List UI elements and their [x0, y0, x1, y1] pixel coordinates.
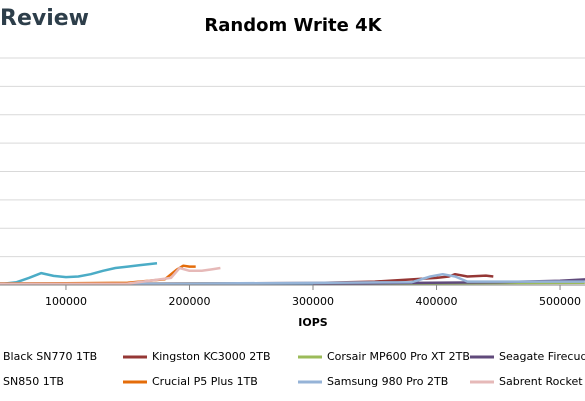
series-line	[0, 266, 221, 286]
series-line	[0, 261, 158, 285]
plot-area	[0, 261, 585, 286]
x-tick-label: 300000	[292, 295, 334, 308]
legend-label: SN850 1TB	[3, 375, 64, 388]
x-tick-label: 200000	[168, 295, 210, 308]
x-tick-label: 400000	[416, 295, 458, 308]
legend-label: Sabrent Rocket 4	[499, 375, 585, 388]
chart-title: Random Write 4K	[204, 15, 382, 36]
x-axis-label: IOPS	[298, 316, 328, 329]
series-line	[0, 272, 585, 286]
legend-label: Seagate Firecud	[499, 350, 585, 363]
legend-label: Kingston KC3000 2TB	[152, 350, 271, 363]
x-tick-label: 500000	[539, 295, 581, 308]
logo: Review	[0, 6, 89, 31]
x-tick-label: 100000	[45, 295, 87, 308]
legend-label: Corsair MP600 Pro XT 2TB	[327, 350, 470, 363]
legend-label: Crucial P5 Plus 1TB	[152, 375, 258, 388]
series-line	[0, 264, 196, 285]
legend-label: Black SN770 1TB	[3, 350, 97, 363]
legend-label: Samsung 980 Pro 2TB	[327, 375, 448, 388]
